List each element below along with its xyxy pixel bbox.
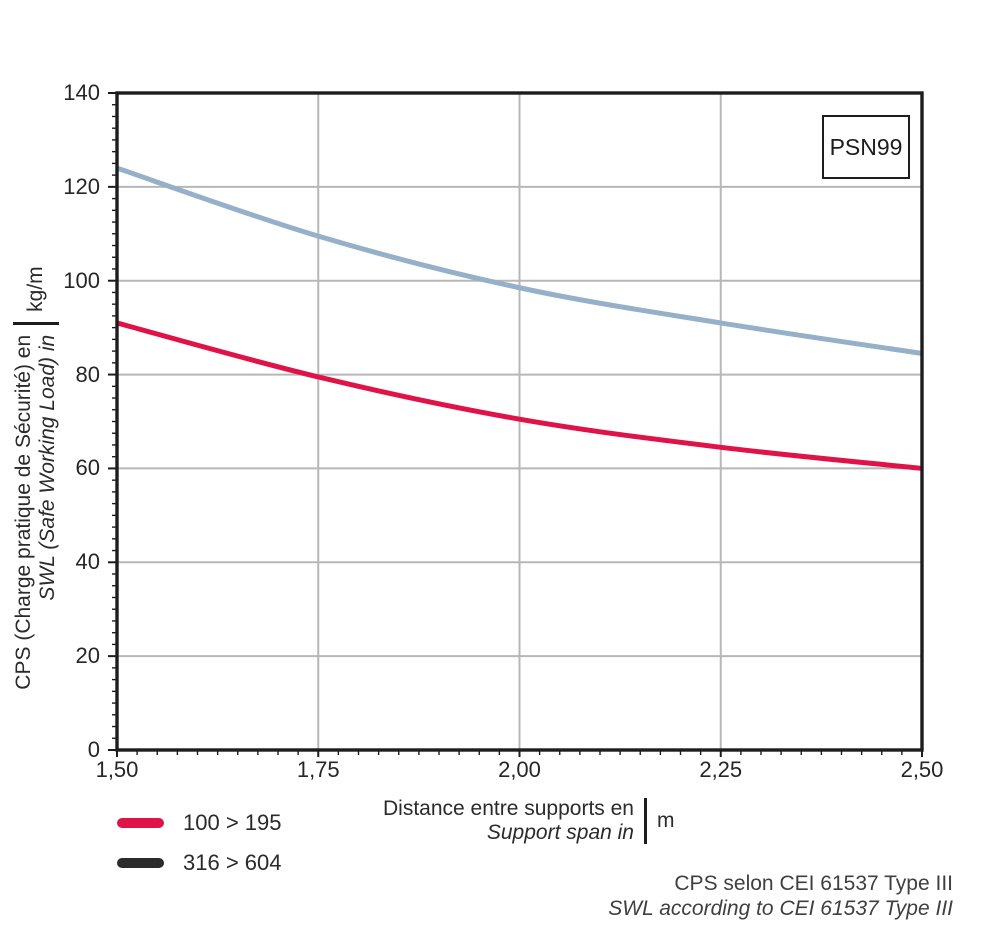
product-label: PSN99 bbox=[829, 133, 903, 160]
y-axis-title: CPS (Charge pratique de Sécurité) en SWL… bbox=[10, 228, 62, 728]
axis-minor-ticks bbox=[112, 104, 903, 755]
y-axis-title-en: SWL (Safe Working Load) in bbox=[36, 334, 59, 601]
y-tick-label-1: 20 bbox=[75, 643, 100, 669]
axis-ticks bbox=[108, 92, 923, 757]
x-tick-label-1: 1,75 bbox=[296, 757, 340, 782]
y-tick-label-2: 40 bbox=[75, 549, 100, 575]
product-label-box: PSN99 bbox=[822, 115, 910, 179]
x-axis-unit-divider bbox=[643, 798, 647, 844]
y-tick-label-0: 0 bbox=[87, 737, 100, 762]
legend-swatch-red bbox=[117, 818, 164, 828]
x-axis-unit: m bbox=[656, 809, 675, 832]
footer-note: CPS selon CEI 61537 Type III SWL accordi… bbox=[608, 871, 953, 921]
x-tick-label-3: 2,25 bbox=[699, 757, 743, 782]
legend-label-316-604: 316 > 604 bbox=[183, 850, 282, 875]
x-axis-title: Distance entre supports en Support span … bbox=[383, 797, 674, 845]
curve-100-195 bbox=[117, 320, 922, 471]
y-tick-label-7: 140 bbox=[63, 80, 100, 105]
footer-line-en: SWL according to CEI 61537 Type III bbox=[608, 897, 953, 920]
legend-label-100-195: 100 > 195 bbox=[183, 810, 282, 835]
y-tick-label-6: 120 bbox=[63, 173, 100, 199]
x-axis-title-en: Support span in bbox=[486, 821, 634, 844]
y-axis-unit: kg/m bbox=[24, 266, 47, 312]
y-tick-label-5: 100 bbox=[63, 267, 100, 293]
legend: 100 > 195 316 > 604 bbox=[117, 810, 281, 876]
footer-line-fr: CPS selon CEI 61537 Type III bbox=[674, 872, 953, 895]
legend-swatch-black bbox=[117, 858, 164, 868]
x-tick-label-2: 2,00 bbox=[498, 757, 541, 782]
x-axis-title-lines: Distance entre supports en Support span … bbox=[383, 797, 634, 845]
y-axis-title-fr: CPS (Charge pratique de Sécurité) en bbox=[12, 334, 35, 690]
y-axis-title-lines: CPS (Charge pratique de Sécurité) en SWL… bbox=[12, 335, 60, 690]
curve-316-604 bbox=[117, 165, 922, 356]
x-tick-label-0: 1,50 bbox=[95, 757, 139, 782]
y-tick-label-3: 60 bbox=[75, 455, 100, 481]
gridlines bbox=[117, 93, 922, 750]
legend-item-100-195: 100 > 195 bbox=[117, 810, 281, 836]
x-axis-title-fr: Distance entre supports en bbox=[383, 797, 634, 820]
y-axis-unit-divider bbox=[13, 321, 59, 325]
curves bbox=[117, 165, 922, 471]
y-tick-label-4: 80 bbox=[75, 361, 100, 387]
x-tick-label-4: 2,50 bbox=[900, 757, 944, 782]
legend-item-316-604: 316 > 604 bbox=[117, 850, 281, 876]
